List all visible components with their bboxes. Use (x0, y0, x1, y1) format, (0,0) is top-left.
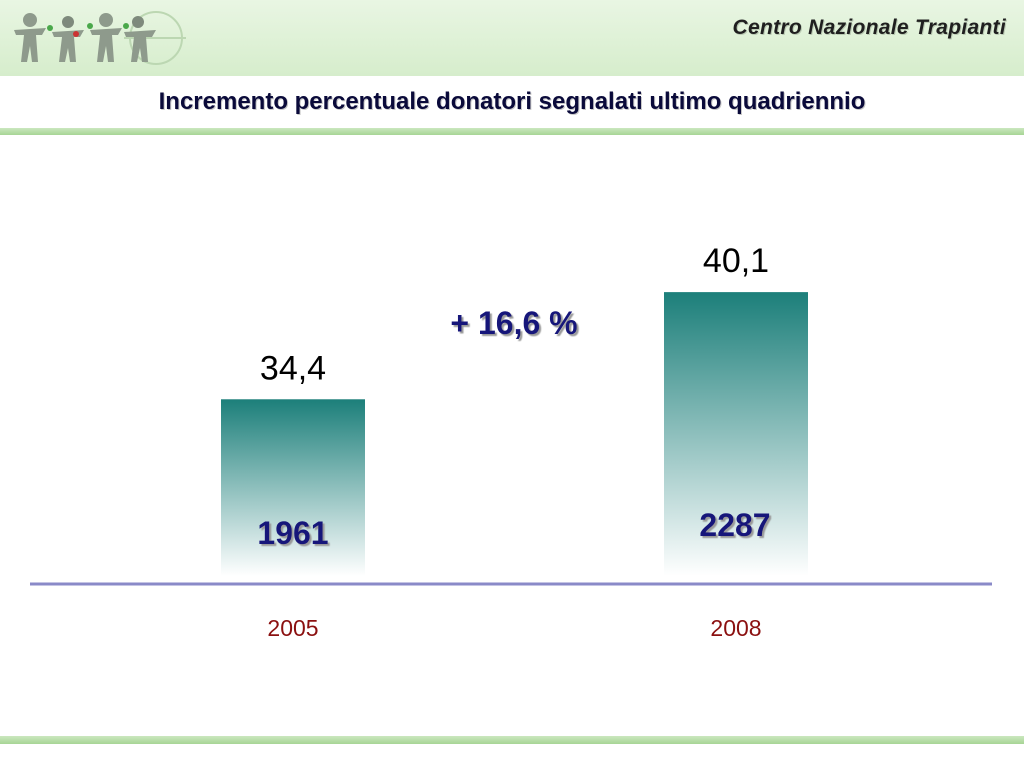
value-label-2008: 40,1 (703, 242, 769, 280)
change-annotation: + 16,6 % (450, 305, 577, 341)
value-label-2005: 34,4 (260, 349, 326, 387)
title-underline (0, 128, 1024, 135)
bar-2008 (664, 292, 808, 576)
footer-rule (0, 736, 1024, 744)
bar-chart: + 16,6 % 34,4 1961 2005 40,1 2287 2008 (30, 242, 992, 641)
bar-annotation-2005: 1961 (257, 515, 328, 551)
x-tick-label-2008: 2008 (710, 615, 761, 641)
chart-title: Incremento percentuale donatori segnalat… (158, 88, 866, 115)
bar-2005 (221, 399, 365, 576)
x-tick-label-2005: 2005 (267, 615, 318, 641)
org-name: Centro Nazionale Trapianti (732, 16, 1006, 39)
header-band: Centro Nazionale Trapianti (0, 0, 1024, 76)
bar-annotation-2008: 2287 (699, 507, 770, 543)
cnt-logo (14, 11, 186, 65)
